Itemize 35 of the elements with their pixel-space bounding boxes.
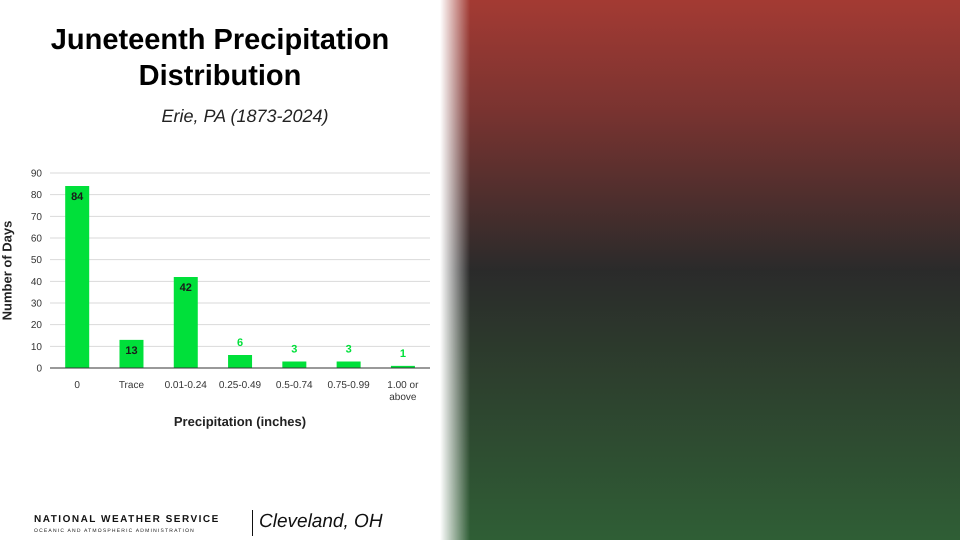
bar	[336, 362, 361, 368]
chart-title: Juneteenth Precipitation Distribution	[50, 23, 390, 94]
bar	[228, 355, 252, 368]
x-tick-label: 0	[74, 380, 80, 391]
data-label: 84	[71, 191, 84, 203]
x-tick-label: Trace	[118, 380, 144, 391]
x-tick-label: 1.00 or above	[387, 380, 420, 403]
y-tick-label: 50	[30, 255, 42, 266]
y-tick-label: 90	[30, 168, 42, 180]
y-tick-label: 0	[36, 364, 42, 375]
x-tick-label: 0.5-0.74	[276, 380, 314, 391]
text: NATIONAL WEATHER SERVICE	[34, 514, 220, 525]
x-tick-label: 0.75-0.99	[327, 380, 370, 391]
data-label: 13	[125, 344, 138, 357]
text: Cleveland, OH	[259, 511, 383, 533]
x-tick-label: 0.25-0.49	[218, 380, 262, 391]
y-tick-label: 10	[30, 342, 42, 353]
bar	[174, 277, 198, 368]
bar	[65, 186, 90, 368]
bar	[282, 362, 306, 368]
x-axis-title: Precipitation (inches)	[174, 414, 306, 429]
data-label: 3	[291, 344, 298, 356]
data-label: 6	[236, 337, 244, 349]
x-tick-label: 0.01-0.24	[164, 380, 208, 391]
data-label: 1	[400, 348, 406, 360]
y-tick-label: 40	[30, 276, 42, 288]
y-axis-title: Number of Days	[0, 220, 15, 320]
y-tick-label: 80	[30, 190, 42, 202]
y-tick-label: 20	[30, 320, 42, 332]
y-tick-label: 30	[30, 298, 42, 310]
y-tick-label: 70	[30, 212, 42, 223]
data-label: 3	[346, 344, 352, 356]
data-label: 42	[180, 282, 192, 294]
chart-subtitle: Erie, PA (1873-2024)	[160, 106, 330, 127]
y-tick-label: 60	[30, 234, 42, 245]
